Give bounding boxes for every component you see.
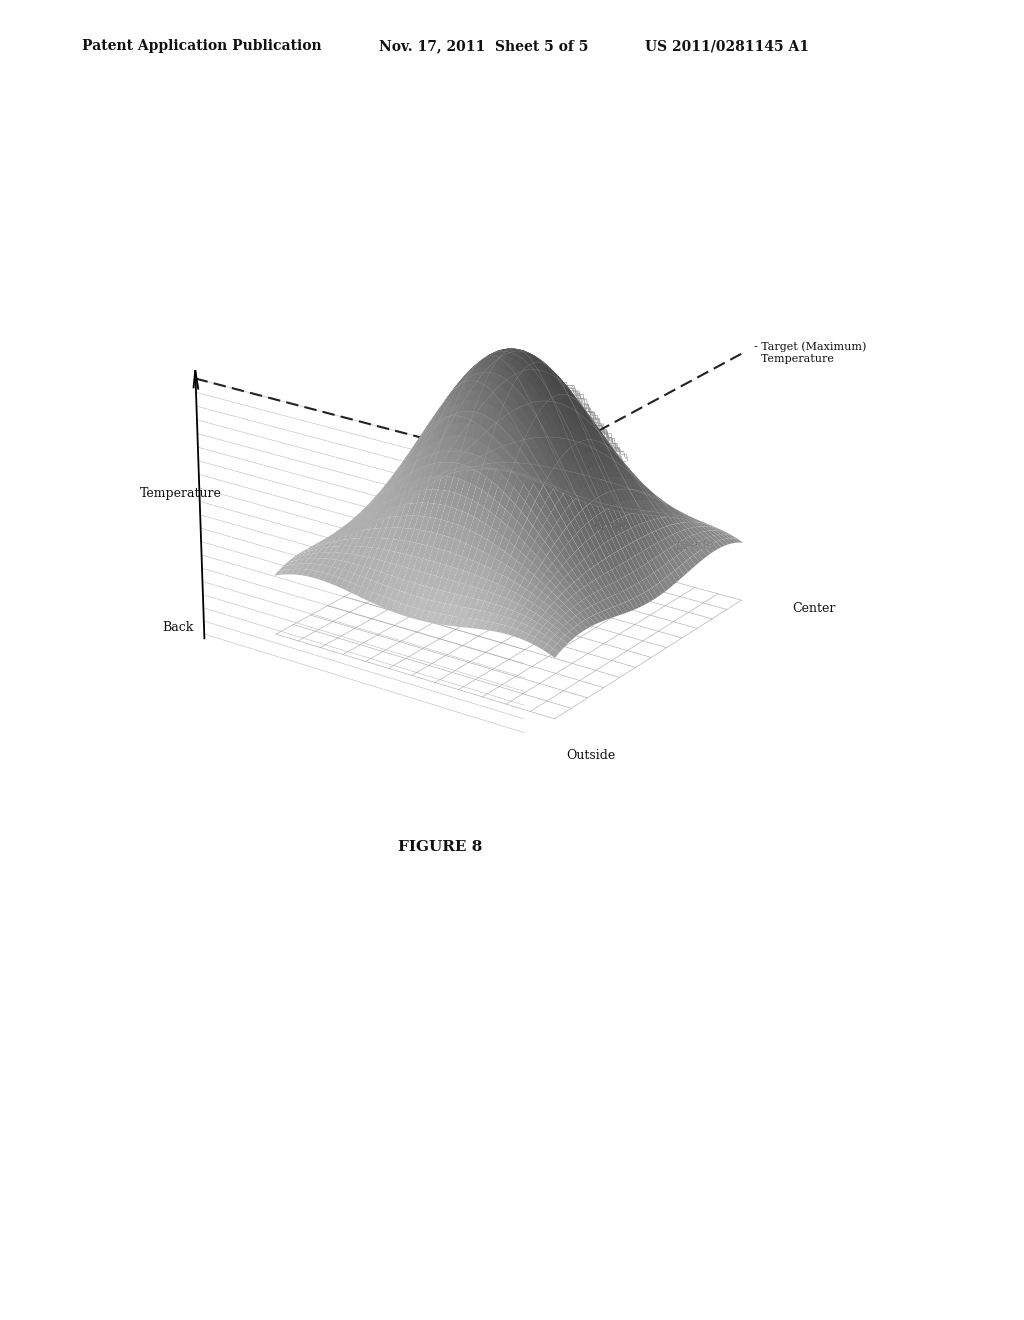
Text: Patent Application Publication: Patent Application Publication (82, 40, 322, 53)
Text: Nov. 17, 2011  Sheet 5 of 5: Nov. 17, 2011 Sheet 5 of 5 (379, 40, 588, 53)
Text: US 2011/0281145 A1: US 2011/0281145 A1 (645, 40, 809, 53)
Text: FIGURE 8: FIGURE 8 (398, 841, 482, 854)
